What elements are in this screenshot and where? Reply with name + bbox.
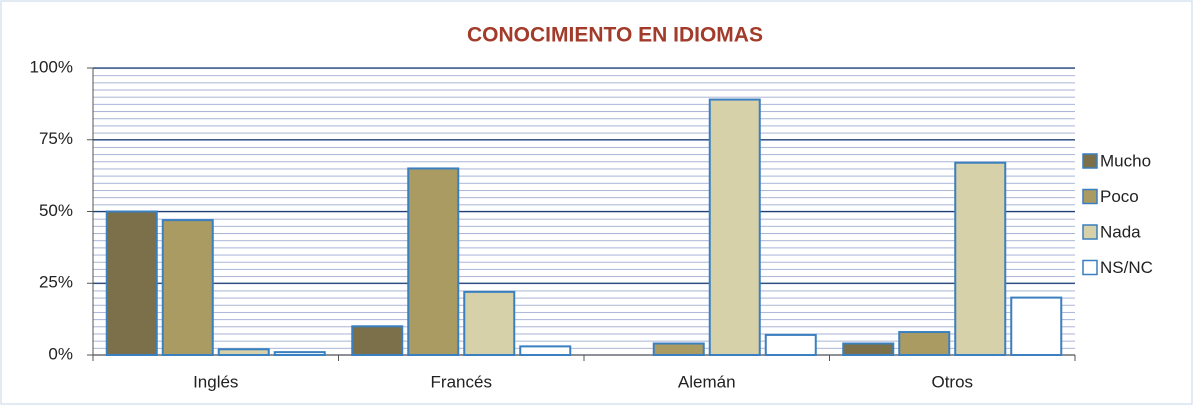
bar [519,345,572,357]
bar [407,167,460,356]
legend-swatch [1082,153,1098,169]
chart-title: CONOCIMIENTO EN IDIOMAS [467,24,763,47]
bar [351,325,404,356]
y-tick-label: 75% [39,129,73,148]
y-tick-label: 50% [39,201,73,220]
x-tick-label: Francés [431,372,492,391]
y-tick-label: 100% [30,57,73,76]
legend-swatch [1082,188,1098,205]
bar [217,348,270,357]
bar [764,333,817,357]
x-tick-label: Inglés [193,372,238,391]
bar [954,161,1007,356]
bar [898,331,951,357]
bar [708,98,761,356]
bar [652,342,705,356]
x-tick-label: Otros [931,372,973,391]
legend-label: Poco [1100,187,1139,206]
bar [842,342,895,356]
bar [105,210,158,356]
legend-swatch [1082,259,1098,276]
bar [273,351,326,357]
legend-swatch [1082,224,1098,240]
y-tick-label: 25% [39,273,73,292]
bar [161,219,214,356]
bar [1010,296,1063,357]
legend-label: Mucho [1100,151,1151,170]
bar [463,290,516,356]
x-tick-label: Alemán [678,372,736,391]
legend-label: NS/NC [1100,258,1153,277]
y-tick-label: 0% [48,344,73,363]
legend-label: Nada [1100,222,1141,241]
